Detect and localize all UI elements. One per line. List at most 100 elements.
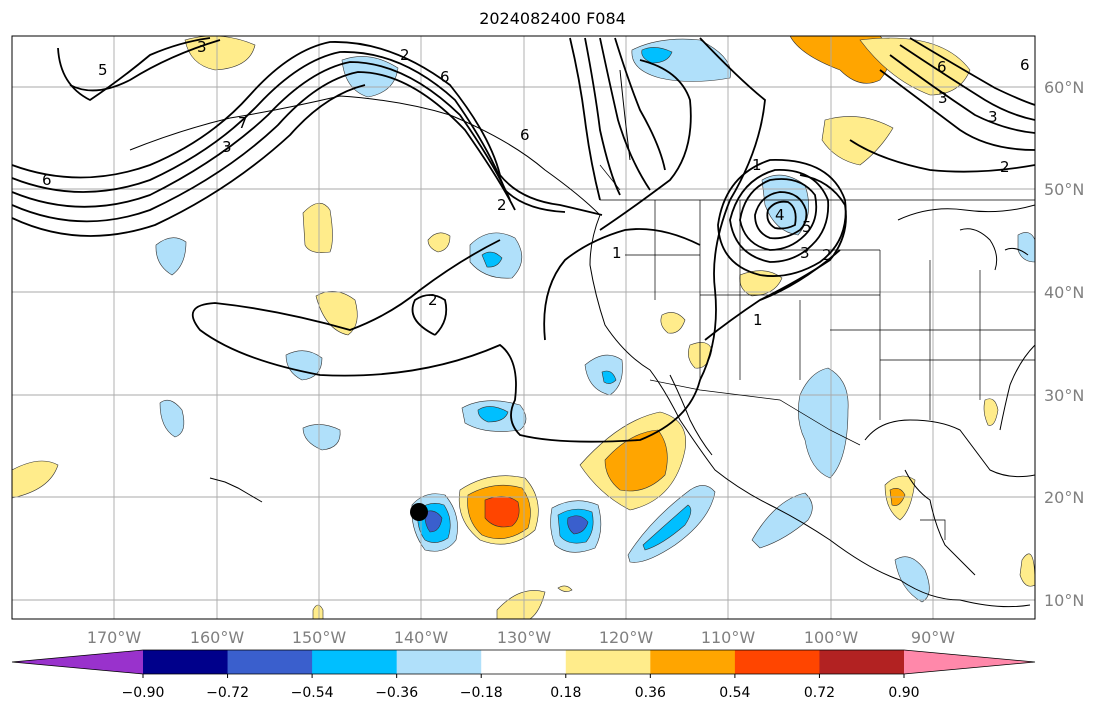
lon-label: 120°W: [599, 628, 654, 647]
negative-anomaly-area: [761, 174, 810, 236]
colorbar-tick-label: 0.72: [804, 685, 835, 701]
lon-label: 150°W: [292, 628, 347, 647]
contour-label: 5: [98, 61, 108, 79]
contour-label: 6: [1020, 56, 1030, 74]
negative-anomaly-area: [481, 251, 503, 268]
lat-label: 40°N: [1044, 283, 1084, 302]
positive-anomaly-area: [557, 585, 573, 592]
political-borders: [599, 164, 1035, 540]
contour-label: 6: [440, 68, 450, 86]
positive-anomaly-area: [484, 496, 520, 528]
contour-label: 6: [520, 126, 530, 144]
colorbar-tick-label: 0.18: [550, 685, 581, 701]
contour-label: 3: [938, 89, 948, 107]
negative-anomaly-area: [642, 504, 692, 551]
lon-label: 100°W: [804, 628, 859, 647]
colorbar-bin: [734, 650, 820, 674]
colorbar-bin: [143, 650, 229, 674]
colorbar-tick-label: 0.36: [635, 685, 666, 701]
negative-anomaly-area: [751, 492, 813, 549]
colorbar-extend-low: [12, 650, 143, 674]
positive-anomaly-area: [739, 270, 783, 297]
lat-label: 60°N: [1044, 78, 1084, 97]
height-contours: [12, 37, 1035, 443]
lon-label: 110°W: [701, 628, 756, 647]
colorbar-bin: [227, 650, 313, 674]
colorbar-bin: [312, 650, 398, 674]
plot-border: [11, 35, 1036, 620]
positive-anomaly-area: [315, 291, 358, 336]
contour-label: 3: [197, 38, 207, 56]
contour-label: 2: [822, 246, 832, 264]
contour-label: 3: [222, 138, 232, 156]
negative-anomaly-area: [567, 515, 589, 535]
positive-anomaly-area: [302, 202, 333, 253]
lon-label: 160°W: [190, 628, 245, 647]
colorbar-tick-label: −0.72: [206, 685, 249, 701]
lon-label: 90°W: [911, 628, 955, 647]
negative-anomaly-area: [302, 424, 341, 451]
negative-anomaly-area: [424, 510, 443, 533]
colorbar-bin: [819, 650, 905, 674]
lat-label: 30°N: [1044, 386, 1084, 405]
contour-label: 1: [752, 156, 762, 174]
positive-anomaly-area: [983, 398, 999, 426]
colorbar-tick-label: −0.18: [460, 685, 503, 701]
contour-label: 3: [800, 244, 810, 262]
lon-label: 140°W: [394, 628, 449, 647]
colorbar-tick-label: 0.54: [719, 685, 750, 701]
contour-label: 5: [802, 218, 812, 236]
positive-anomaly-area: [427, 232, 451, 253]
negative-anomaly-area: [285, 350, 323, 381]
negative-anomaly-area: [477, 406, 509, 423]
longitude-labels: 170°W 160°W 150°W 140°W 130°W 120°W 110°…: [87, 628, 955, 647]
positive-anomaly-area: [660, 312, 686, 334]
contour-label: 2: [400, 46, 410, 64]
negative-anomaly-area: [798, 367, 849, 479]
negative-anomaly-area: [155, 237, 187, 276]
lat-label: 50°N: [1044, 180, 1084, 199]
colorbar-tick-label: −0.36: [375, 685, 418, 701]
map-title: 2024082400 F084: [479, 9, 626, 28]
negative-anomaly-area: [1017, 232, 1035, 263]
graticule: [12, 36, 1035, 619]
positive-anomaly-area: [604, 429, 668, 492]
contour-labels: 5 6 7 6 3 2 1 2 1 2 3 4 5 6 3 2 1 6 3 3 …: [42, 38, 1030, 329]
lat-label: 10°N: [1044, 591, 1084, 610]
contour-label: 6: [937, 58, 947, 76]
colorbar-tick-label: −0.54: [291, 685, 334, 701]
negative-anomaly-area: [894, 556, 930, 603]
contour-label: 4: [775, 206, 785, 224]
anomaly-shading: [12, 36, 1035, 619]
colorbar-tick-label: 0.90: [888, 685, 919, 701]
colorbar-bin: [396, 650, 482, 674]
positive-anomaly-area: [496, 590, 546, 619]
colorbar-bin: [650, 650, 736, 674]
negative-anomaly-area: [159, 399, 185, 438]
contour-label: 1: [612, 244, 622, 262]
positive-anomaly-area: [821, 116, 894, 166]
lon-label: 170°W: [87, 628, 142, 647]
contour-label: 3: [988, 108, 998, 126]
contour-label: 7: [238, 114, 248, 132]
lat-label: 20°N: [1044, 488, 1084, 507]
latitude-labels: 60°N 50°N 40°N 30°N 20°N 10°N: [1044, 78, 1084, 610]
positive-anomaly-area: [12, 460, 59, 499]
colorbar-tick-label: −0.90: [122, 685, 165, 701]
negative-anomaly-area: [601, 370, 617, 384]
contour-label: 2: [497, 196, 507, 214]
contour-label: 1: [753, 311, 763, 329]
lon-label: 130°W: [497, 628, 552, 647]
storm-location-marker: [410, 503, 428, 521]
colorbar: [11, 649, 1036, 678]
colorbar-bin: [565, 650, 651, 674]
contour-label: 6: [42, 171, 52, 189]
colorbar-tick-labels: −0.90 −0.72 −0.54 −0.36 −0.18 0.18 0.36 0.54 0.7…: [122, 685, 920, 701]
contour-label: 2: [428, 291, 438, 309]
positive-anomaly-area: [312, 604, 324, 619]
colorbar-extend-high: [904, 650, 1035, 674]
coastlines: [129, 69, 1035, 608]
colorbar-bin: [481, 650, 567, 674]
negative-anomaly-area: [641, 47, 673, 64]
